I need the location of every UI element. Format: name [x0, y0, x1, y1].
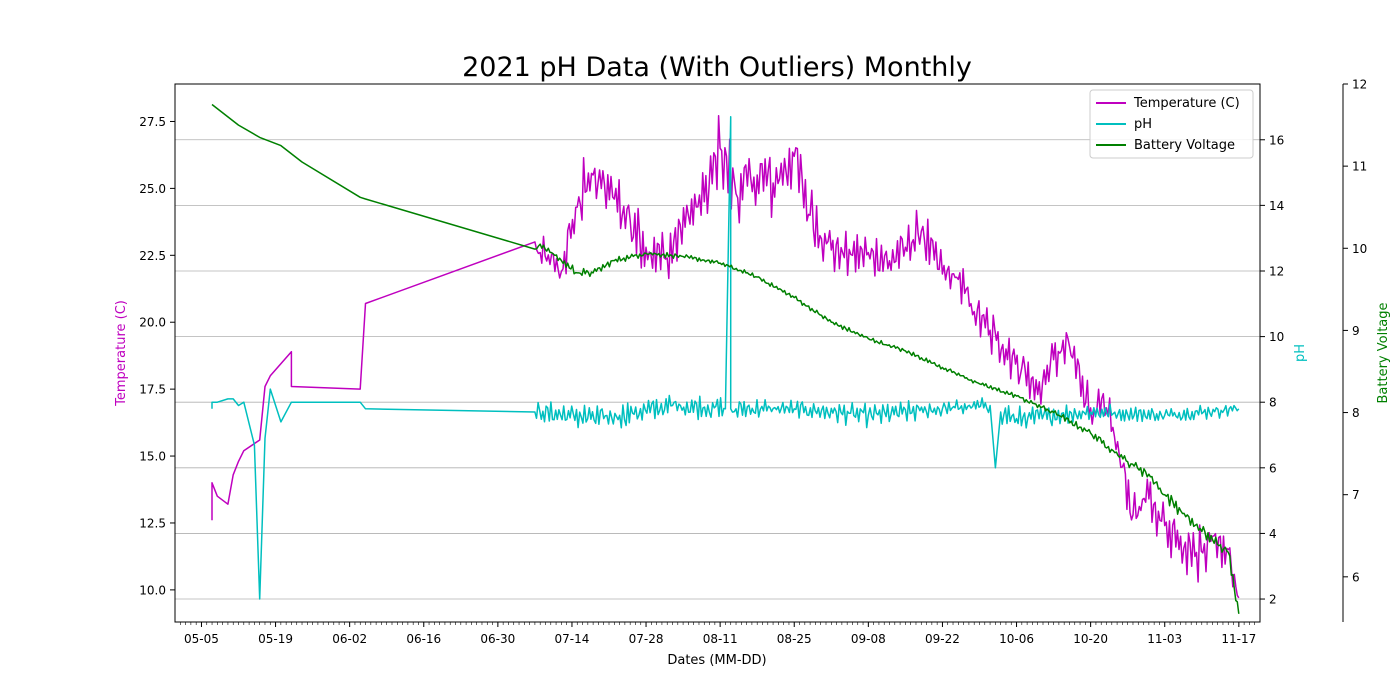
battery-tick-label: 8 — [1352, 406, 1360, 420]
temperature-tick-label: 20.0 — [139, 316, 166, 330]
x-tick-label: 09-22 — [925, 632, 960, 646]
legend-label-ph: pH — [1134, 117, 1152, 132]
temperature-tick-label: 25.0 — [139, 182, 166, 196]
battery-axis-label: Battery Voltage — [1376, 302, 1391, 403]
battery-tick-label: 12 — [1352, 78, 1367, 92]
series-line-battery-voltage — [211, 103, 1240, 614]
x-tick-label: 11-17 — [1221, 632, 1256, 646]
ph-tick-label: 12 — [1269, 264, 1284, 278]
x-tick-label: 09-08 — [851, 632, 886, 646]
battery-tick-label: 6 — [1352, 570, 1360, 584]
battery-tick-label: 7 — [1352, 488, 1360, 502]
ph-tick-label: 2 — [1269, 593, 1277, 607]
x-tick-label: 06-16 — [406, 632, 441, 646]
chart-title: 2021 pH Data (With Outliers) Monthly — [462, 52, 972, 83]
x-tick-label: 10-06 — [999, 632, 1034, 646]
x-tick-label: 08-11 — [703, 632, 738, 646]
temperature-tick-label: 22.5 — [139, 249, 166, 263]
x-tick-label: 06-30 — [480, 632, 515, 646]
temperature-tick-label: 17.5 — [139, 383, 166, 397]
battery-tick-label: 11 — [1352, 160, 1367, 174]
temperature-tick-label: 10.0 — [139, 583, 166, 597]
temperature-tick-label: 15.0 — [139, 450, 166, 464]
x-tick-label: 10-20 — [1073, 632, 1108, 646]
temperature-tick-label: 12.5 — [139, 516, 166, 530]
series-line-temperature-c — [211, 115, 1240, 599]
ph-tick-label: 16 — [1269, 133, 1284, 147]
x-tick-label: 05-05 — [184, 632, 219, 646]
x-tick-label: 07-28 — [629, 632, 664, 646]
ph-tick-label: 8 — [1269, 396, 1277, 410]
x-tick-label: 11-03 — [1147, 632, 1182, 646]
ph-tick-label: 6 — [1269, 461, 1277, 475]
ph-tick-label: 4 — [1269, 527, 1277, 541]
x-tick-label: 07-14 — [555, 632, 590, 646]
legend-box — [1089, 89, 1254, 159]
axes: 05-05 05-19 06-02 06-16 06-30 07-14 07-28 08-11… — [139, 78, 1367, 647]
legend: Temperature (C) pH Battery Voltage — [1089, 89, 1254, 159]
ph-tick-label: 14 — [1269, 199, 1284, 213]
plot-frame — [174, 83, 1261, 623]
x-tick-label: 06-02 — [332, 632, 367, 646]
legend-label-temperature: Temperature (C) — [1133, 96, 1240, 111]
legend-label-battery: Battery Voltage — [1134, 138, 1235, 153]
ph-axis-label: pH — [1293, 344, 1308, 362]
temperature-axis-label: Temperature (C) — [114, 300, 129, 407]
series-line-ph — [211, 116, 1240, 600]
x-tick-label: 08-25 — [777, 632, 812, 646]
temperature-tick-label: 27.5 — [139, 115, 166, 129]
battery-tick-label: 10 — [1352, 242, 1367, 256]
series-layer — [211, 103, 1240, 614]
ph-tick-label: 10 — [1269, 330, 1284, 344]
x-tick-label: 05-19 — [258, 632, 293, 646]
battery-tick-label: 9 — [1352, 324, 1360, 338]
x-axis-label: Dates (MM-DD) — [667, 653, 766, 668]
